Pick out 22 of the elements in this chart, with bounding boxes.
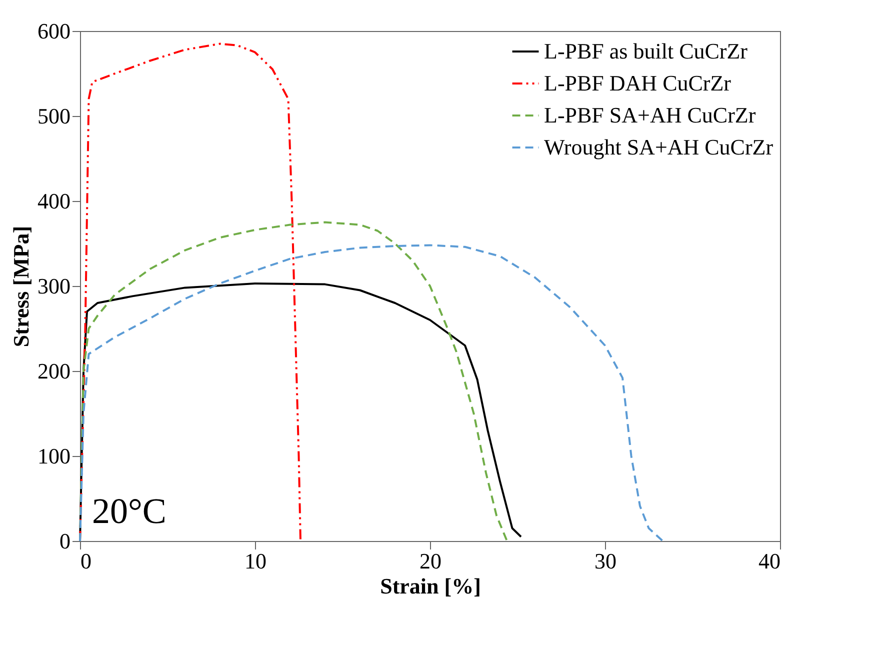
line-series	[79, 244, 664, 542]
legend-label: L-PBF SA+AH CuCrZr	[544, 102, 756, 128]
y-tick-label: 300	[38, 274, 70, 298]
line-series	[79, 221, 508, 542]
x-tick-label: 40	[758, 548, 780, 574]
y-tick-label: 600	[38, 18, 70, 44]
y-axis-title: Stress [MPa]	[8, 226, 34, 348]
x-tick-label: 10	[244, 548, 266, 574]
legend-label: L-PBF DAH CuCrZr	[544, 70, 732, 96]
y-tick-label: 200	[38, 358, 70, 384]
x-tick-label: 20	[420, 548, 442, 574]
annotation: 20°C	[92, 491, 166, 531]
legend-label: Wrought SA+AH CuCrZr	[544, 134, 774, 160]
y-tick-label: 100	[38, 444, 70, 468]
y-tick-label: 400	[38, 188, 70, 214]
line-series	[79, 42, 302, 542]
y-tick-label: 0	[60, 528, 70, 554]
x-tick-label: 30	[594, 548, 616, 574]
y-tick-label: 500	[38, 104, 70, 128]
legend-label: L-PBF as built CuCrZr	[544, 38, 748, 64]
x-tick-label: 0	[80, 548, 92, 574]
x-axis-title: Strain [%]	[380, 574, 481, 598]
